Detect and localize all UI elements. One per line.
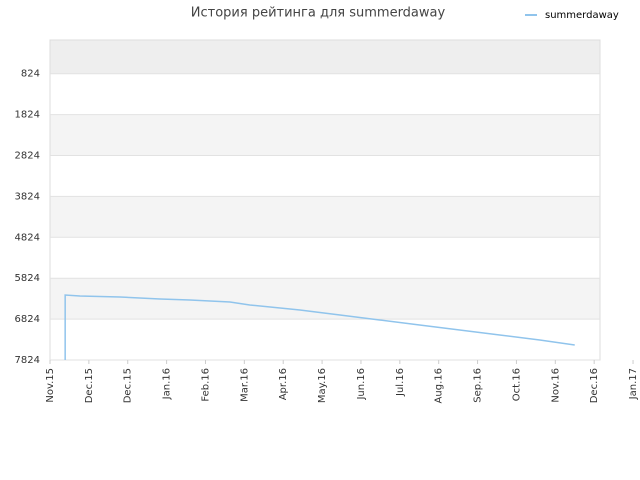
x-tick-label: May.16 — [317, 368, 328, 403]
y-tick-label: 5824 — [15, 273, 40, 284]
plot-bands — [50, 40, 600, 360]
y-tick-label: 1824 — [15, 110, 40, 121]
x-tick-label: Dec.16 — [589, 368, 600, 403]
series-line — [64, 294, 575, 360]
chart-title: История рейтинга для summerdaway — [191, 6, 446, 21]
x-tick-label: Aug.16 — [434, 368, 445, 403]
x-tick-label: Feb.16 — [200, 368, 211, 402]
band — [50, 196, 600, 238]
x-tick-label: Mar.16 — [239, 368, 250, 402]
y-tick-label: 824 — [21, 69, 40, 80]
y-tick-label: 3824 — [15, 191, 40, 202]
x-tick-label: Dec.15 — [84, 368, 95, 403]
x-tick-label: Jun.16 — [356, 368, 367, 401]
x-tick-label: Jan.17 — [628, 368, 639, 400]
band — [50, 40, 600, 74]
band — [50, 155, 600, 197]
x-tick-label: Jan.16 — [162, 368, 173, 400]
y-tick-label: 6824 — [15, 314, 40, 325]
x-tick-label: Apr.16 — [278, 368, 289, 400]
x-tick-label: Oct.16 — [511, 368, 522, 401]
y-tick-label: 2824 — [15, 151, 40, 162]
x-tick-label: Sep.16 — [473, 368, 484, 403]
x-tick-label: Nov.16 — [550, 368, 561, 403]
band — [50, 319, 600, 360]
y-tick-label: 7824 — [15, 355, 40, 366]
band — [50, 73, 600, 115]
band — [50, 237, 600, 279]
x-tick-label: Jul.16 — [395, 368, 406, 397]
x-tick-label: Nov.15 — [45, 368, 56, 403]
x-tick-label: Dec.15 — [123, 368, 134, 403]
band — [50, 114, 600, 156]
legend-label: summerdaway — [545, 10, 619, 21]
y-tick-label: 4824 — [15, 232, 40, 243]
